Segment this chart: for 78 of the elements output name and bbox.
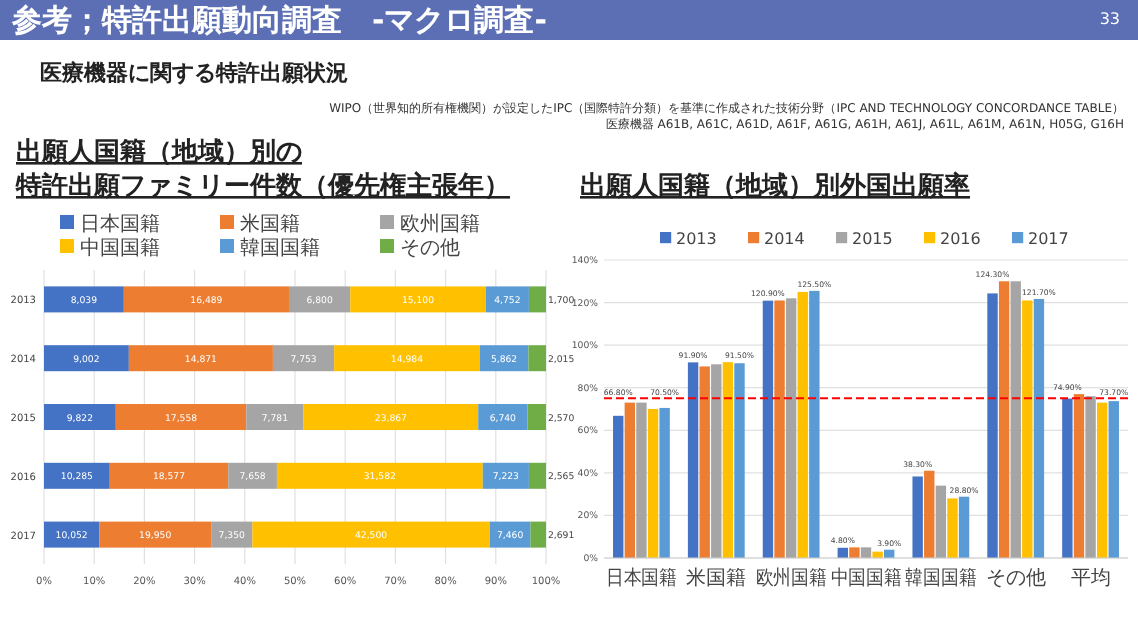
bar [624, 402, 636, 558]
bar [288, 286, 351, 313]
bar [809, 290, 820, 558]
x-tick-label: 日本国籍 [606, 566, 686, 590]
bar [350, 286, 486, 313]
bar [734, 363, 745, 558]
bar [722, 362, 734, 558]
legend-label: 日本国籍 [80, 212, 160, 236]
bar [1033, 298, 1045, 558]
bar [1062, 398, 1073, 558]
chart-title: 出願人国籍（地域）別外国出願率 [580, 170, 970, 202]
x-tick-label: 平均 [1070, 566, 1111, 590]
text: 33 [1099, 10, 1120, 28]
text: 参考；特許出願動向調査 -マクロ調査- [10, 2, 547, 38]
x-tick-label: 米国籍 [686, 566, 747, 590]
text: 医療機器に関する特許出願状況 [40, 60, 348, 86]
bar [528, 286, 546, 313]
bar [1022, 300, 1033, 558]
bar [485, 286, 529, 313]
legend-label: 欧州国籍 [400, 212, 480, 236]
bar [228, 462, 277, 489]
chart-title: 出願人国籍（地域）別の特許出願ファミリー件数（優先権主張年） [14, 138, 510, 202]
bar [528, 345, 546, 372]
bar [1073, 394, 1085, 558]
bar [99, 521, 212, 548]
bar [613, 415, 624, 558]
legend-label: 2013 [676, 230, 717, 248]
bar [482, 462, 529, 489]
bar [1096, 402, 1108, 558]
bar [774, 300, 785, 558]
bar [109, 462, 229, 489]
bar [987, 293, 998, 558]
bar [860, 547, 872, 558]
bar [849, 547, 860, 558]
bar [1085, 396, 1096, 558]
bar [797, 291, 808, 558]
bar [636, 402, 647, 558]
bar [527, 404, 546, 430]
bar [659, 407, 670, 558]
legend-label: 中国国籍 [80, 236, 160, 260]
bar [246, 404, 304, 430]
bar [44, 462, 110, 489]
bar [947, 498, 958, 558]
legend-label: 2014 [764, 230, 805, 248]
bar [699, 366, 710, 558]
bar [1108, 401, 1119, 558]
bar [272, 345, 335, 372]
bar [935, 485, 947, 558]
bar [958, 496, 970, 558]
bar [128, 345, 273, 372]
bar [711, 364, 722, 558]
legend-label: 韓国国籍 [240, 236, 320, 260]
legend-label: 2017 [1028, 230, 1069, 248]
bar [44, 404, 116, 430]
bar [998, 281, 1010, 558]
bar [530, 521, 546, 548]
bar [115, 404, 247, 430]
legend-label: 米国籍 [240, 212, 300, 236]
bar [647, 409, 659, 558]
bar [334, 345, 480, 372]
bar [252, 521, 490, 548]
bar [123, 286, 289, 313]
bar [924, 470, 935, 558]
legend-label: 2015 [852, 230, 893, 248]
bar [44, 345, 129, 372]
bar [528, 462, 546, 489]
bar [762, 300, 774, 558]
legend-label: 2016 [940, 230, 981, 248]
legend-label: その他 [400, 236, 460, 260]
bar [276, 462, 483, 489]
bar [687, 362, 699, 558]
bar [1010, 281, 1021, 558]
bar [303, 404, 479, 430]
bar [912, 476, 923, 558]
bar [44, 286, 124, 313]
x-tick-label: その他 [985, 566, 1046, 590]
bar [785, 298, 797, 558]
bar [478, 404, 528, 430]
